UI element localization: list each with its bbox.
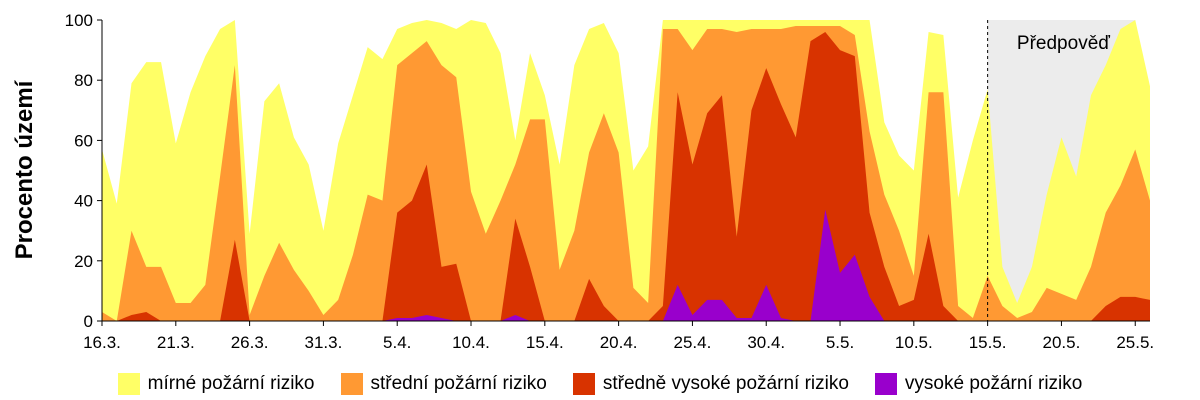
- legend-swatch: [117, 373, 140, 395]
- legend-swatch: [874, 373, 897, 395]
- y-tick-label: 0: [84, 312, 93, 331]
- legend-label: mírné požární riziko: [147, 373, 315, 394]
- y-tick-label: 40: [74, 192, 93, 211]
- x-tick-label: 16.3.: [83, 333, 121, 352]
- x-tick-label: 5.4.: [383, 333, 411, 352]
- y-tick-label: 20: [74, 252, 93, 271]
- y-axis-title: Procento území: [11, 79, 38, 259]
- x-tick-label: 20.4.: [600, 333, 638, 352]
- x-tick-label: 20.5.: [1043, 333, 1081, 352]
- x-tick-label: 25.4.: [674, 333, 712, 352]
- y-tick-label: 80: [74, 71, 93, 90]
- legend-item-2: střední požární riziko: [340, 373, 547, 395]
- x-tick-label: 10.4.: [452, 333, 490, 352]
- x-tick-label: 21.3.: [157, 333, 195, 352]
- legend-label: středně vysoké požární riziko: [602, 373, 849, 394]
- series-area-2: [102, 26, 1150, 322]
- forecast-label: Předpověď: [1017, 33, 1110, 54]
- legend-item-1: mírné požární riziko: [117, 373, 315, 395]
- legend-swatch: [340, 373, 363, 395]
- x-tick-label: 31.3.: [305, 333, 343, 352]
- x-tick-label: 10.5.: [895, 333, 933, 352]
- x-tick-label: 26.3.: [231, 333, 269, 352]
- x-tick-label: 15.5.: [969, 333, 1007, 352]
- series-areas: [102, 20, 1150, 322]
- legend-label: střední požární riziko: [370, 373, 547, 394]
- axes: Předpověď 0 20 40 60 80 100 16.3. 21.3. 26.3. 31.3…: [65, 11, 1155, 352]
- y-tick-label: 100: [65, 11, 93, 30]
- legend-swatch: [572, 373, 595, 395]
- chart-container: Předpověď 0 20 40 60 80 100 16.3. 21.3. 26.3. 31.3…: [11, 11, 1155, 352]
- legend-item-4: vysoké požární riziko: [874, 373, 1083, 395]
- x-tick-label: 5.5.: [826, 333, 854, 352]
- legend-item-3: středně vysoké požární riziko: [572, 373, 849, 395]
- x-tick-label: 15.4.: [526, 333, 564, 352]
- legend-label: vysoké požární riziko: [904, 373, 1083, 394]
- y-tick-label: 60: [74, 131, 93, 150]
- x-tick-label: 30.4.: [747, 333, 785, 352]
- x-tick-label: 25.5.: [1116, 333, 1154, 352]
- legend: mírné požární riziko střední požární rizi…: [0, 368, 1200, 400]
- fire-risk-area-chart: Předpověď 0 20 40 60 80 100 16.3. 21.3. 26.3. 31.3…: [11, 11, 1155, 352]
